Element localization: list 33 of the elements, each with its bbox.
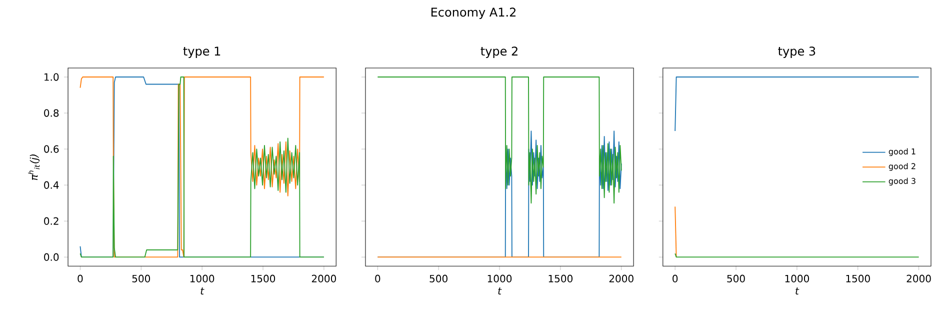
x-tick-label: 1500	[548, 274, 572, 282]
x-tick-label: 2000	[609, 274, 634, 282]
chart-title: type 3	[778, 46, 816, 58]
x-tick-label: 500	[727, 274, 745, 282]
x-tick-label: 500	[430, 274, 448, 282]
x-tick-label: 1000	[488, 274, 512, 282]
x-tick-label: 1000	[190, 274, 214, 282]
x-tick-label: 1500	[251, 274, 276, 282]
text: Economy A1.2	[431, 8, 516, 19]
legend-label: good 3	[888, 178, 916, 186]
x-tick-label: 0	[78, 274, 83, 282]
x-tick-label: 1000	[785, 274, 809, 282]
y-axis-title: π$^{h}$$_{it}$(j)	[28, 154, 40, 180]
x-tick-label: 0	[672, 274, 678, 282]
x-tick-label: 2000	[906, 274, 931, 282]
line-series	[80, 76, 324, 258]
x-axis-title: t	[796, 287, 800, 295]
x-tick-label: 2000	[312, 274, 336, 282]
y-tick-label: 0.4	[44, 181, 59, 189]
y-tick-label: 0.0	[44, 253, 59, 261]
x-axis-title: t	[498, 287, 502, 295]
legend-label: good 2	[888, 162, 916, 171]
y-tick-label: 1.0	[44, 73, 59, 81]
y-tick-label: 0.6	[44, 145, 59, 153]
chart-title: type 2	[480, 46, 518, 58]
y-tick-label: 0.2	[44, 217, 58, 225]
x-tick-label: 0	[375, 274, 380, 282]
x-tick-label: 500	[132, 274, 150, 282]
x-axis-title: t	[200, 287, 204, 295]
legend-label: good 1	[888, 148, 916, 156]
x-tick-label: 1500	[846, 274, 870, 282]
y-tick-label: 0.8	[44, 109, 59, 117]
chart-title: type 1	[183, 46, 220, 58]
